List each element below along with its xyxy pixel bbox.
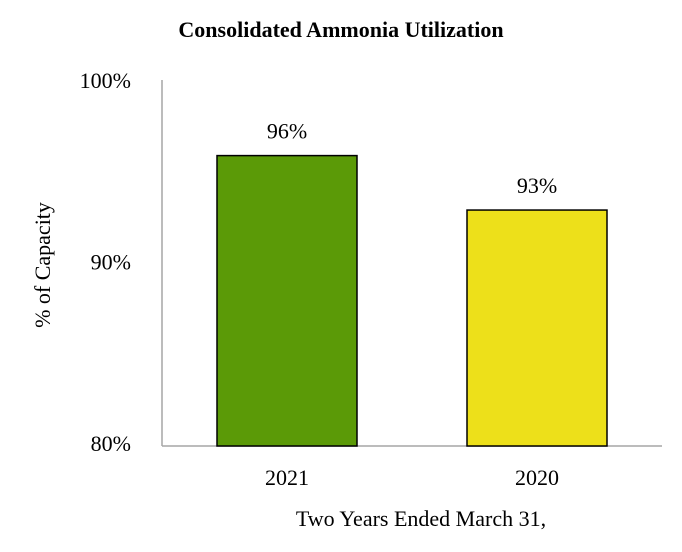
y-axis-label: % of Capacity (30, 202, 55, 328)
x-tick-label: 2020 (515, 465, 559, 490)
chart-title: Consolidated Ammonia Utilization (178, 17, 503, 42)
value-label: 93% (517, 173, 557, 198)
value-label: 96% (267, 119, 307, 144)
x-tick-label: 2021 (265, 465, 309, 490)
y-tick-label: 90% (91, 250, 131, 275)
x-axis-label: Two Years Ended March 31, (296, 506, 546, 531)
bar (216, 154, 358, 447)
bar (466, 209, 608, 447)
y-tick-label: 100% (80, 68, 131, 93)
y-tick-label: 80% (91, 431, 131, 456)
